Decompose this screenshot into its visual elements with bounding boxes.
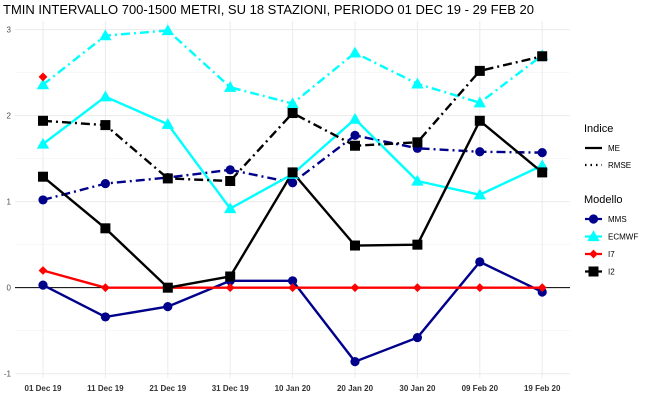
series-points <box>36 24 549 367</box>
x-tick-label: 09 Feb 20 <box>462 384 499 393</box>
data-point-mms <box>350 130 360 141</box>
data-point-i2 <box>225 271 236 282</box>
data-point-mms <box>38 280 48 290</box>
data-point-mms <box>412 332 422 343</box>
data-point-i2 <box>412 137 423 148</box>
data-point-ecmwf <box>99 29 112 41</box>
data-point-ecmwf <box>161 24 174 36</box>
data-point-mms <box>288 178 298 188</box>
data-point-mms <box>100 312 110 322</box>
legend-title-indice: Indice <box>584 123 613 135</box>
data-point-mms <box>163 302 173 312</box>
data-point-i2 <box>350 240 360 251</box>
grid <box>15 21 570 378</box>
data-point-i7 <box>38 72 48 82</box>
data-point-ecmwf <box>473 188 486 200</box>
x-tick-label: 19 Feb 20 <box>524 384 561 393</box>
axis-ticks: -1 0 1 2 3 01 Dec 19 11 Dec 19 21 Dec 19 31 Dec … <box>4 26 561 393</box>
data-point-ecmwf <box>99 90 112 102</box>
data-point-ecmwf <box>411 174 424 186</box>
data-point-i2 <box>537 51 548 62</box>
legend: Indice ME RMSE Modello MMS ECMWF I7 I2 <box>584 123 638 277</box>
data-point-ecmwf <box>36 78 50 90</box>
data-point-ecmwf <box>348 46 362 58</box>
x-tick-label: 21 Dec 19 <box>149 384 186 393</box>
data-point-mms <box>350 357 360 367</box>
data-point-ecmwf <box>587 230 600 242</box>
data-point-i2 <box>412 239 423 250</box>
data-point-i2 <box>350 140 360 151</box>
data-point-i7 <box>101 283 110 293</box>
y-tick-label: 2 <box>7 112 12 121</box>
x-tick-label: 30 Jan 20 <box>399 384 436 393</box>
data-point-ecmwf <box>473 96 486 108</box>
y-tick-label: 0 <box>7 284 12 293</box>
legend-label-mms: MMS <box>608 215 627 224</box>
data-point-ecmwf <box>224 81 237 92</box>
data-point-i7 <box>350 283 360 293</box>
data-point-mms <box>537 148 547 158</box>
data-point-ecmwf <box>161 118 174 129</box>
data-point-mms <box>225 165 235 175</box>
data-point-i2 <box>225 176 236 187</box>
legend-title-modello: Modello <box>584 194 623 206</box>
x-tick-label: 31 Dec 19 <box>212 384 249 393</box>
data-point-mms <box>475 147 485 157</box>
data-point-mms <box>475 257 485 267</box>
x-tick-label: 11 Dec 19 <box>87 384 124 393</box>
data-point-i2 <box>38 115 48 126</box>
data-point-i7 <box>589 249 598 259</box>
legend-label-i7: I7 <box>608 250 615 259</box>
chart-title: TMIN INTERVALLO 700-1500 METRI, SU 18 ST… <box>3 2 535 17</box>
data-point-i7 <box>225 283 235 293</box>
data-point-i2 <box>537 167 548 178</box>
data-point-mms <box>288 276 298 286</box>
data-point-i7 <box>413 283 422 293</box>
data-point-mms <box>38 195 48 205</box>
y-tick-label: 1 <box>7 198 12 207</box>
data-point-i2 <box>162 282 173 293</box>
data-point-i2 <box>38 171 48 182</box>
data-point-ecmwf <box>411 77 424 89</box>
data-point-i2 <box>100 223 111 234</box>
x-tick-label: 10 Jan 20 <box>275 384 312 393</box>
legend-label-ecmwf: ECMWF <box>608 233 638 242</box>
x-tick-label: 20 Jan 20 <box>337 384 374 393</box>
data-point-i2 <box>474 65 485 76</box>
data-point-ecmwf <box>224 202 237 214</box>
data-point-ecmwf <box>286 97 299 109</box>
data-point-mms <box>588 214 599 224</box>
data-point-i2 <box>474 115 485 126</box>
data-point-i2 <box>162 173 173 184</box>
y-tick-label: 3 <box>7 26 12 35</box>
data-point-ecmwf <box>36 137 50 149</box>
y-tick-label: -1 <box>4 370 12 379</box>
data-point-i2 <box>287 108 298 119</box>
data-point-i2 <box>588 266 599 277</box>
legend-label-me: ME <box>608 144 620 153</box>
data-point-i2 <box>100 120 111 131</box>
data-point-i2 <box>287 167 298 178</box>
x-tick-label: 01 Dec 19 <box>25 384 62 393</box>
legend-label-rmse: RMSE <box>608 161 631 170</box>
data-point-i7 <box>288 283 297 293</box>
data-point-i7 <box>38 266 48 275</box>
data-point-i7 <box>537 283 547 293</box>
data-point-i7 <box>475 283 485 293</box>
data-point-ecmwf <box>348 112 362 124</box>
legend-label-i2: I2 <box>608 268 615 277</box>
data-point-mms <box>100 178 110 189</box>
